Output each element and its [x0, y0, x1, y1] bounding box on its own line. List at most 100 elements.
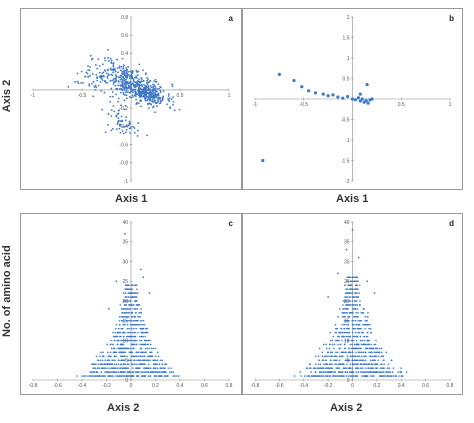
data-point-c [158, 375, 161, 377]
data-point-d [375, 367, 378, 369]
data-point-c [133, 292, 136, 294]
data-point-c [120, 335, 122, 338]
data-point-a [111, 127, 114, 130]
data-point-a [147, 98, 149, 100]
data-point-d [355, 363, 358, 365]
data-point-c [139, 327, 142, 330]
data-point-c [120, 308, 123, 310]
data-point-a [116, 58, 118, 61]
data-point-a [125, 131, 127, 134]
data-point-c [152, 371, 154, 373]
data-point-d [356, 300, 358, 302]
data-point-a [107, 69, 110, 72]
data-point-a [107, 48, 109, 51]
data-point-d [350, 280, 352, 283]
data-point-d [379, 371, 381, 373]
data-point-a [137, 70, 140, 73]
data-point-a [149, 103, 152, 105]
data-point-c [96, 367, 99, 369]
data-point-a [148, 107, 150, 109]
data-point-a [147, 95, 150, 98]
data-point-c [130, 331, 132, 334]
data-point-d [348, 359, 351, 362]
data-point-c [125, 300, 127, 302]
data-point-c [138, 367, 140, 369]
data-point-b [365, 83, 369, 87]
data-point-a [117, 71, 119, 74]
data-point-a [121, 130, 124, 132]
data-point-d [345, 323, 347, 326]
data-point-c [143, 367, 145, 369]
data-point-d [313, 375, 316, 377]
data-point-d [345, 351, 347, 354]
data-point-d [333, 347, 335, 350]
data-point-a [136, 71, 138, 73]
data-point-d [378, 351, 381, 354]
data-point-d [368, 347, 371, 350]
data-point-a [127, 66, 130, 68]
data-point-d [369, 327, 372, 330]
data-point-c [122, 308, 125, 310]
data-point-a [87, 69, 89, 72]
data-point-c [136, 323, 139, 326]
data-point-a [128, 84, 130, 87]
data-point-c [131, 288, 134, 290]
data-point-c [129, 339, 131, 342]
y-tick-label-a: -1 [124, 179, 129, 185]
data-point-d [352, 339, 355, 342]
data-point-d [349, 300, 351, 302]
data-point-c [137, 375, 140, 377]
data-point-a [125, 116, 128, 118]
data-point-a [137, 122, 140, 125]
data-point-d [339, 343, 342, 346]
data-point-c [122, 300, 125, 302]
data-point-a [109, 80, 112, 82]
data-point-d [367, 367, 370, 369]
x-tick-label-b: 0.5 [398, 102, 405, 108]
data-point-a [134, 89, 137, 91]
data-point-d [365, 367, 367, 369]
data-point-d [328, 347, 331, 350]
data-point-a [117, 117, 120, 120]
data-point-a [138, 91, 141, 94]
data-point-c [124, 312, 126, 314]
data-point-c [136, 292, 139, 294]
data-point-d [337, 339, 339, 342]
x-tick-label-d: -0.6 [275, 383, 284, 389]
y-tick-label-c: 35 [122, 240, 128, 246]
data-point-d [356, 367, 359, 369]
data-point-a [178, 108, 181, 111]
data-point-d [311, 375, 314, 377]
data-point-a [126, 76, 129, 78]
data-point-a [101, 108, 104, 111]
data-point-c [131, 375, 134, 377]
data-point-c [161, 363, 164, 365]
data-point-a [158, 87, 161, 90]
data-point-a [110, 115, 113, 117]
data-point-d [386, 367, 389, 369]
data-point-a [152, 91, 155, 94]
data-point-a [135, 98, 137, 101]
data-point-d [353, 304, 355, 306]
data-point-d [346, 331, 349, 334]
data-point-d [352, 375, 354, 377]
data-point-c [148, 292, 151, 294]
data-point-c [117, 327, 120, 330]
data-point-c [137, 331, 139, 334]
x-axis-label-b: Axis 1 [336, 193, 369, 205]
data-point-d [368, 339, 371, 342]
data-point-c [100, 371, 103, 373]
data-point-c [134, 363, 136, 365]
data-point-c [144, 339, 146, 342]
data-point-c [135, 351, 138, 354]
y-tick-label-d: 15 [344, 319, 350, 325]
data-point-d [341, 323, 344, 326]
data-point-c [130, 292, 133, 294]
data-point-c [135, 359, 137, 362]
data-point-c [123, 359, 125, 362]
data-point-d [341, 339, 343, 342]
data-point-c [131, 316, 134, 318]
data-point-c [141, 359, 144, 362]
data-point-a [159, 89, 162, 92]
data-point-c [82, 375, 85, 377]
